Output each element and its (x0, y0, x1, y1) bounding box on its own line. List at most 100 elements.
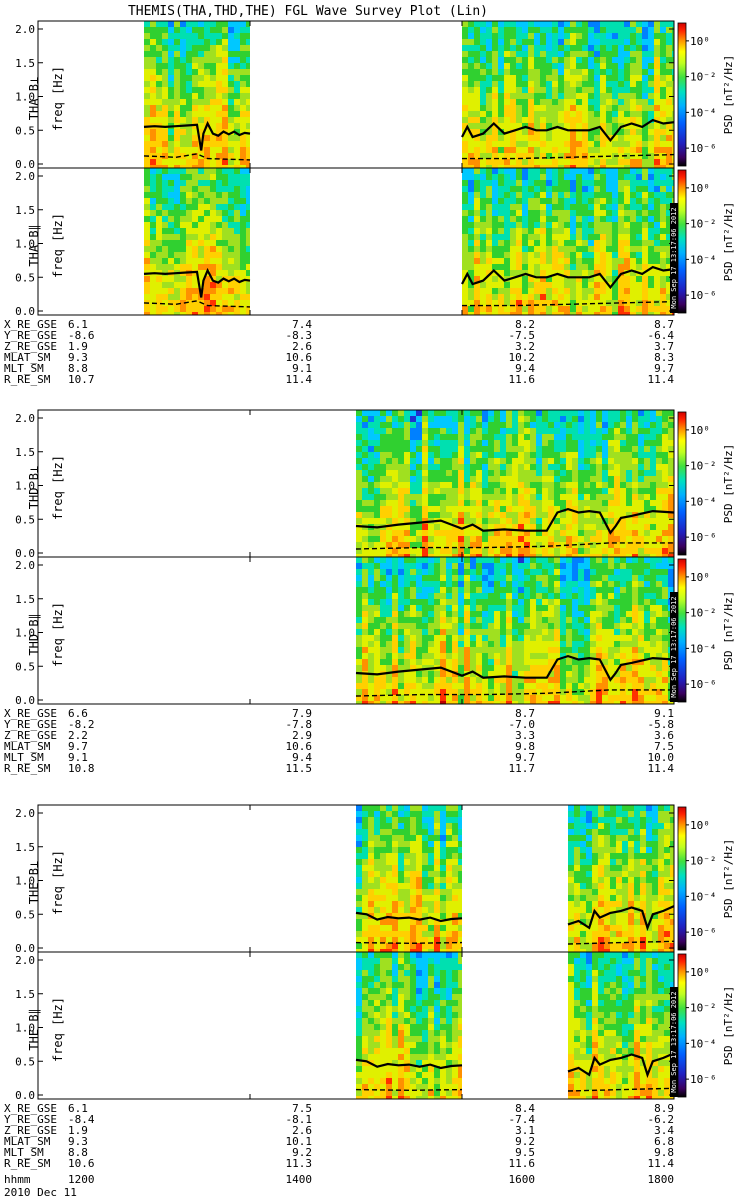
spectrogram-cell (552, 87, 558, 93)
spectrogram-cell (480, 216, 486, 222)
spectrogram-cell (528, 39, 534, 45)
spectrogram-cell (600, 216, 606, 222)
spectrogram-cell (374, 422, 380, 428)
spectrogram-cell (594, 117, 600, 123)
spectrogram-cell (536, 683, 542, 689)
spectrogram-cell (590, 410, 596, 416)
spectrogram-cell (618, 180, 624, 186)
spectrogram-cell (524, 653, 530, 659)
spectrogram-cell (422, 647, 428, 653)
spectrogram-cell (192, 204, 198, 210)
spectrogram-cell (386, 695, 392, 701)
spectrogram-cell (234, 69, 240, 75)
spectrogram-cell (392, 659, 398, 665)
spectrogram-cell (560, 536, 566, 542)
spectrogram-cell (192, 252, 198, 258)
spectrogram-cell (498, 75, 504, 81)
spectrogram-cell (588, 93, 594, 99)
spectrogram-cell (386, 623, 392, 629)
spectrogram-cell (506, 494, 512, 500)
spectrogram-cell (548, 422, 554, 428)
spectrogram-cell (588, 252, 594, 258)
spectrogram-cell (486, 129, 492, 135)
spectrogram-cell (204, 180, 210, 186)
spectrogram-cell (510, 75, 516, 81)
spectrogram-cell (468, 210, 474, 216)
spectrogram-cell (404, 689, 410, 695)
spectrogram-cell (362, 464, 368, 470)
spectrogram-cell (668, 440, 674, 446)
spectrogram-cell (174, 246, 180, 252)
spectrogram-cell (246, 198, 250, 204)
spectrogram-cell (662, 434, 668, 440)
spectrogram-cell (530, 593, 536, 599)
spectrogram-cell (642, 135, 648, 141)
spectrogram-cell (452, 665, 458, 671)
spectrogram-cell (446, 452, 452, 458)
spectrogram-cell (582, 105, 588, 111)
spectrogram-cell (584, 536, 590, 542)
spectrogram-cell (474, 252, 480, 258)
spectrogram-cell (458, 506, 464, 512)
spectrogram-cell (452, 506, 458, 512)
spectrogram-cell (356, 593, 362, 599)
spectrogram-cell (522, 246, 528, 252)
spectrogram-cell (416, 488, 422, 494)
spectrogram-cell (558, 282, 564, 288)
spectrogram-cell (588, 99, 594, 105)
spectrogram-cell (228, 198, 234, 204)
spectrogram-cell (380, 623, 386, 629)
spectrogram-cell (672, 129, 674, 135)
spectrogram-cell (464, 512, 470, 518)
spectrogram-cell (222, 57, 228, 63)
spectrogram-cell (618, 75, 624, 81)
spectrogram-cell (546, 306, 552, 312)
spectrogram-cell (572, 446, 578, 452)
spectrogram-cell (660, 312, 666, 315)
spectrogram-cell (522, 180, 528, 186)
spectrogram-cell (488, 629, 494, 635)
spectrogram-cell (440, 446, 446, 452)
spectrogram-cell (210, 168, 216, 174)
spectrogram-cell (648, 27, 654, 33)
spectrogram-cell (404, 611, 410, 617)
spectrogram-cell (204, 99, 210, 105)
spectrogram-cell (528, 216, 534, 222)
spectrogram-cell (518, 617, 524, 623)
spectrogram-cell (582, 222, 588, 228)
spectrogram-cell (542, 512, 548, 518)
spectrogram-cell (204, 63, 210, 69)
spectrogram-cell (422, 659, 428, 665)
spectrogram-cell (410, 701, 416, 704)
spectrogram-cell (636, 147, 642, 153)
spectrogram-cell (144, 282, 150, 288)
spectrogram-cell (644, 524, 650, 530)
spectrogram-cell (606, 240, 612, 246)
spectrogram-cell (168, 135, 174, 141)
spectrogram-cell (356, 482, 362, 488)
ephemeris-value: 2.6 (292, 340, 312, 353)
spectrogram-cell (368, 440, 374, 446)
spectrogram-cell (434, 647, 440, 653)
spectrogram-cell (540, 282, 546, 288)
spectrogram-cell (618, 204, 624, 210)
spectrogram-cell (558, 63, 564, 69)
spectrogram-cell (612, 234, 618, 240)
spectrogram-cell (648, 306, 654, 312)
spectrogram-cell (516, 228, 522, 234)
spectrogram-cell (498, 228, 504, 234)
spectrogram-cell (446, 593, 452, 599)
spectrogram-cell (476, 611, 482, 617)
spectrogram-cell (246, 306, 250, 312)
spectrogram-cell (498, 306, 504, 312)
spectrogram-cell (554, 554, 560, 557)
spectrogram-cell (458, 689, 464, 695)
spectrogram-cell (606, 159, 612, 165)
spectrogram-cell (588, 111, 594, 117)
spectrogram-cell (528, 252, 534, 258)
spectrogram-cell (548, 512, 554, 518)
spectrogram-cell (660, 300, 666, 306)
spectrogram-cell (504, 63, 510, 69)
spectrogram-cell (398, 659, 404, 665)
spectrogram-cell (234, 270, 240, 276)
